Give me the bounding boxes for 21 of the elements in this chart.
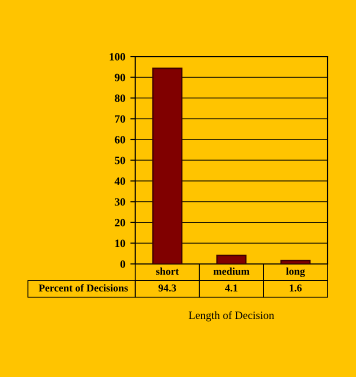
x-tick-label: medium [213,268,250,275]
x-tick-label: short [156,268,179,275]
bar [216,254,247,264]
x-tick-label: long [286,267,305,277]
y-tick-label: 30 [114,198,126,206]
y-tick-label: 0 [120,260,126,268]
bar [152,68,182,264]
x-axis-title: Length of Decision [188,311,274,322]
y-tick-label: 80 [114,94,126,102]
y-tick-label: 100 [110,53,126,61]
y-tick-label: 10 [115,240,126,248]
data-label: 94.3 [158,284,176,292]
y-tick-label: 40 [114,177,126,185]
y-tick-label: 60 [114,136,126,144]
y-tick-label: 70 [115,115,126,123]
y-tick-label: 50 [114,156,126,164]
data-label: 1.6 [290,284,302,292]
y-tick-label: 20 [114,218,126,226]
text: Percent of Decisions [38,284,128,292]
data-label: 4.1 [225,284,238,292]
y-tick-label: 90 [114,74,126,82]
